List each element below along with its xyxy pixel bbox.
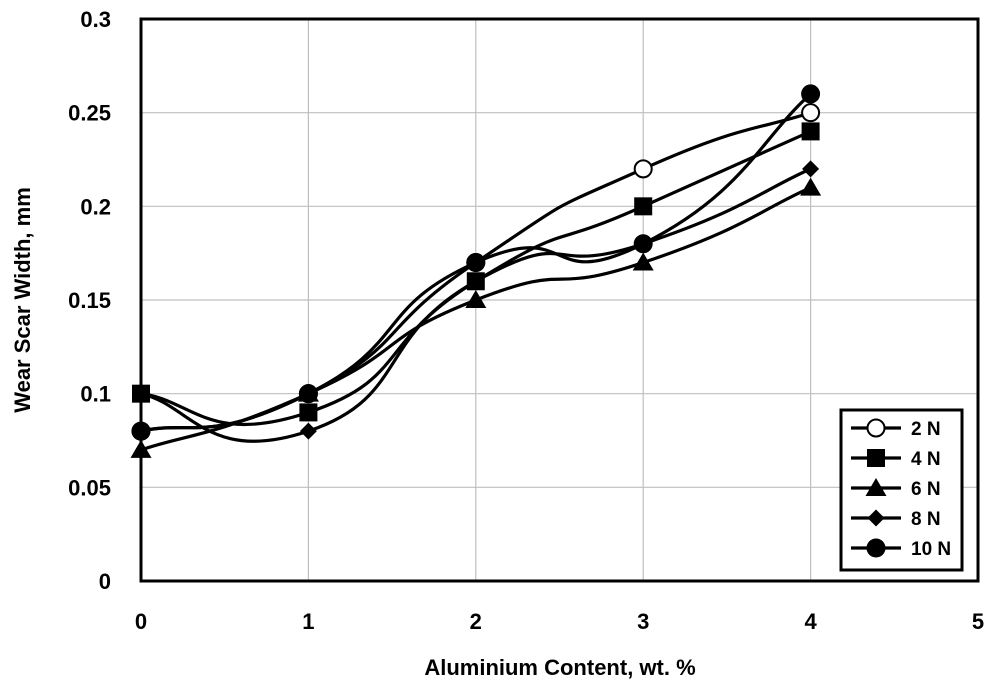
legend-marker <box>866 538 886 558</box>
legend-label: 10 N <box>911 539 951 560</box>
data-point-square <box>299 403 318 422</box>
x-tick-label: 4 <box>804 609 817 634</box>
legend: 2 N 4 N 6 N 8 N 10 N <box>839 408 964 572</box>
data-point-circle <box>801 84 821 104</box>
legend-label: 8 N <box>911 509 941 530</box>
y-tick-label: 0 <box>99 569 111 594</box>
series-markers <box>130 84 822 458</box>
y-tick-label: 0.3 <box>80 7 111 32</box>
data-point-triangle <box>632 252 654 271</box>
y-tick-label: 0.05 <box>68 475 111 500</box>
y-axis-title: Wear Scar Width, mm <box>10 187 35 413</box>
legend-marker <box>865 478 887 496</box>
y-tick-label: 0.2 <box>80 194 111 219</box>
data-point-square <box>801 122 820 141</box>
data-point-triangle <box>465 290 487 308</box>
plot-frame <box>139 17 980 583</box>
x-tick-label: 0 <box>135 609 147 634</box>
data-point-diamond <box>467 272 485 290</box>
data-point-circle <box>633 234 653 254</box>
legend-label: 6 N <box>911 479 941 500</box>
legend-marker <box>866 418 886 438</box>
data-point-diamond <box>802 160 820 178</box>
x-tick-label: 5 <box>972 609 984 634</box>
y-tick-label: 0.25 <box>68 101 111 126</box>
x-tick-labels: 0 1 2 3 4 5 <box>135 609 984 634</box>
x-tick-label: 2 <box>470 609 482 634</box>
data-point-diamond <box>299 422 317 440</box>
legend-label: 4 N <box>911 449 941 470</box>
data-point-circle <box>298 384 318 404</box>
legend-marker <box>867 509 885 527</box>
legend-box <box>839 408 964 572</box>
y-tick-label: 0.15 <box>68 288 111 313</box>
data-point-square <box>634 197 653 216</box>
data-point-open-circle <box>801 103 821 123</box>
y-tick-label: 0.1 <box>80 382 111 407</box>
data-point-open-circle <box>633 159 653 179</box>
data-point-circle <box>466 253 486 273</box>
data-point-triangle <box>800 177 822 196</box>
legend-label: 2 N <box>911 419 941 440</box>
x-tick-label: 3 <box>637 609 649 634</box>
x-axis-title: Aluminium Content, wt. % <box>424 655 695 680</box>
x-tick-label: 1 <box>302 609 314 634</box>
legend-marker <box>867 449 885 467</box>
y-tick-labels: 0 0.05 0.1 0.15 0.2 0.25 0.3 <box>68 7 111 594</box>
